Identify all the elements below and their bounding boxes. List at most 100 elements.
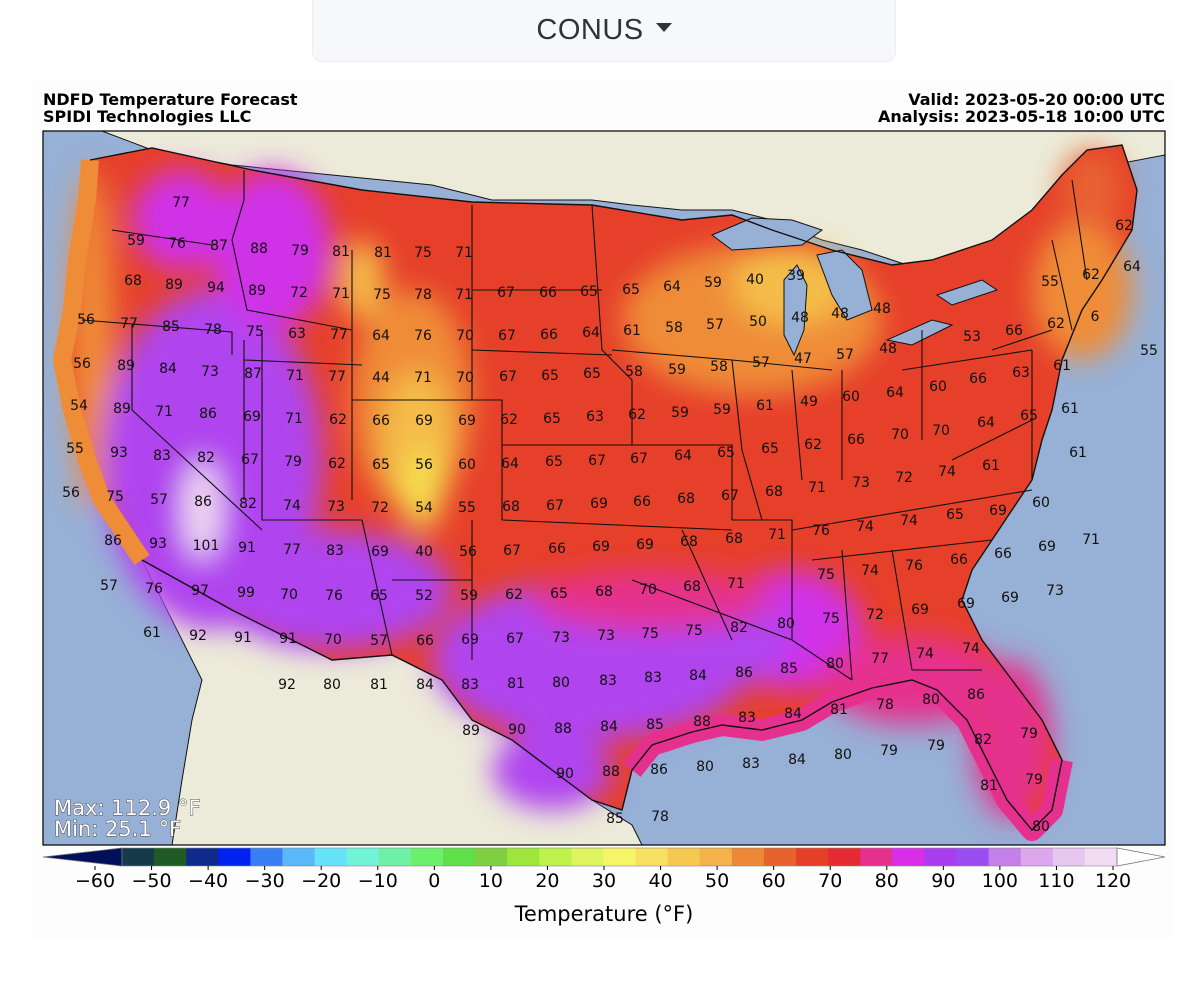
temperature-label: 81 [374, 245, 392, 261]
temperature-label: 58 [625, 364, 643, 380]
temperature-label: 81 [980, 778, 998, 794]
temperature-label: 59 [668, 362, 686, 378]
colorbar-tick-label: 120 [1095, 870, 1131, 892]
temperature-label: 84 [416, 677, 434, 693]
temperature-label: 86 [104, 533, 122, 549]
temperature-label: 64 [886, 385, 904, 401]
temperature-label: 90 [556, 766, 574, 782]
temperature-label: 89 [117, 358, 135, 374]
temperature-label: 73 [1046, 583, 1064, 599]
colorbar-segment [1084, 848, 1118, 866]
temperature-label: 61 [1061, 401, 1079, 417]
temperature-label: 89 [113, 401, 131, 417]
temperature-label: 71 [155, 404, 173, 420]
temperature-label: 69 [1001, 590, 1019, 606]
temperature-label: 83 [644, 670, 662, 686]
temperature-label: 88 [602, 764, 620, 780]
colorbar-segment [475, 848, 508, 866]
temperature-label: 75 [685, 623, 703, 639]
temperature-label: 85 [646, 717, 664, 733]
colorbar-max-arrow [1116, 847, 1166, 867]
temperature-label: 66 [539, 285, 557, 301]
temperature-label: 75 [246, 324, 264, 340]
temperature-label: 78 [876, 697, 894, 713]
temperature-label: 83 [153, 448, 171, 464]
temperature-label: 88 [250, 241, 268, 257]
temperature-label: 93 [110, 445, 128, 461]
temperature-label: 81 [332, 244, 350, 260]
temperature-label: 62 [505, 587, 523, 603]
colorbar-tick-label: −10 [358, 870, 398, 892]
temperature-label: 76 [812, 523, 830, 539]
colorbar-segment [763, 848, 797, 866]
figure-title: NDFD Temperature Forecast [43, 90, 298, 109]
temperature-label: 75 [641, 626, 659, 642]
temperature-label: 69 [415, 413, 433, 429]
temperature-label: 58 [710, 359, 728, 375]
temperature-label: 66 [540, 327, 558, 343]
temperature-label: 79 [291, 243, 309, 259]
temperature-label: 72 [371, 500, 389, 516]
temperature-label: 78 [204, 322, 222, 338]
temperature-label: 69 [461, 632, 479, 648]
temperature-label: 86 [199, 406, 217, 422]
country-border [89, 144, 1138, 832]
temperature-label: 48 [791, 310, 809, 326]
temperature-label: 66 [847, 432, 865, 448]
temperature-label: 65 [761, 441, 779, 457]
temperature-label: 87 [210, 238, 228, 254]
temperature-label: 74 [916, 646, 934, 662]
temperature-label: 69 [636, 537, 654, 553]
temperature-label: 48 [879, 341, 897, 357]
temperature-label: 47 [794, 351, 812, 367]
temperature-label: 69 [590, 496, 608, 512]
temperature-label: 94 [207, 280, 225, 296]
colorbar-segment [1052, 848, 1086, 866]
colorbar-segment [346, 848, 380, 866]
temperature-label: 62 [329, 412, 347, 428]
temperature-label: 72 [866, 607, 884, 623]
temperature-label: 59 [671, 405, 689, 421]
temperature-label: 67 [499, 369, 517, 385]
temperature-label: 66 [1005, 323, 1023, 339]
temperature-label: 83 [461, 677, 479, 693]
temperature-label: 60 [458, 457, 476, 473]
temperature-label: 83 [599, 673, 617, 689]
colorbar-segment [186, 848, 219, 866]
temperature-label: 77 [871, 651, 889, 667]
region-selector-dropdown[interactable]: CONUS [312, 0, 896, 62]
temperature-label: 62 [1115, 218, 1133, 234]
temperature-label: 67 [630, 451, 648, 467]
temperature-label: 80 [834, 747, 852, 763]
temperature-label: 89 [462, 723, 480, 739]
colorbar-label: Temperature (°F) [514, 902, 694, 926]
colorbar-tick-label: 80 [875, 870, 899, 892]
temperature-label: 67 [506, 631, 524, 647]
temperature-label: 74 [283, 498, 301, 514]
colorbar-segment [154, 848, 187, 866]
temperature-label: 73 [201, 364, 219, 380]
temperature-label: 66 [633, 494, 651, 510]
colorbar-segment [507, 848, 540, 866]
temperature-label: 66 [548, 541, 566, 557]
temperature-label: 64 [663, 279, 681, 295]
min-temperature-stat: Min: 25.1 °F [54, 817, 181, 841]
temperature-label: 65 [541, 368, 559, 384]
temperature-label: 82 [974, 732, 992, 748]
temperature-label: 66 [994, 546, 1012, 562]
temperature-label: 75 [822, 611, 840, 627]
temperature-label: 40 [746, 272, 764, 288]
analysis-time: Analysis: 2023-05-18 10:00 UTC [877, 107, 1165, 126]
temperature-label: 66 [950, 552, 968, 568]
temperature-label: 59 [460, 588, 478, 604]
temperature-label: 61 [623, 323, 641, 339]
temperature-label: 64 [977, 415, 995, 431]
temperature-label: 81 [507, 676, 525, 692]
temperature-colorbar: −60 −50 −40 −30 −20 −10 0 10 20 30 40 50 60 70 80 90 100… [42, 847, 1166, 892]
figure-time-block: Valid: 2023-05-20 00:00 UTC Analysis: 20… [878, 91, 1165, 125]
temperature-label: 69 [957, 596, 975, 612]
colorbar-segment [731, 848, 765, 866]
temperature-label: 70 [324, 632, 342, 648]
temperature-label: 62 [628, 407, 646, 423]
